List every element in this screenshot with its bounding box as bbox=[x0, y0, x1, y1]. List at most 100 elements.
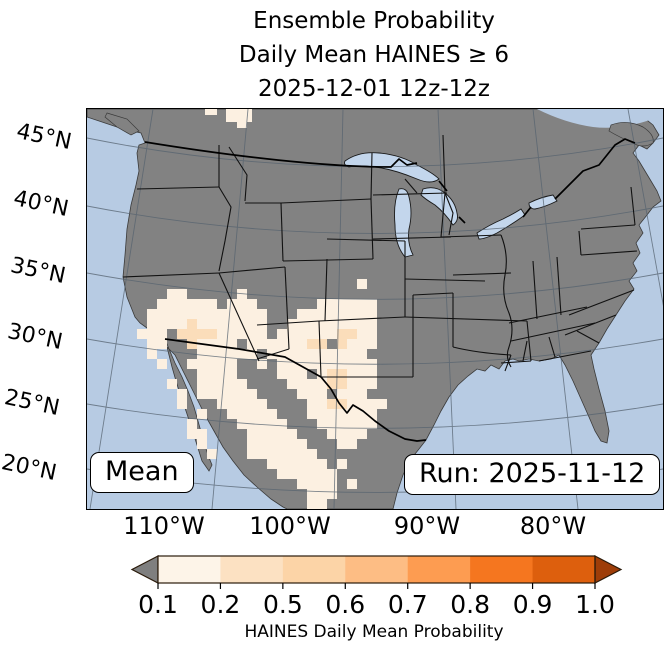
meridian-line bbox=[333, 109, 344, 509]
title-line-3: 2025-12-01 12z-12z bbox=[258, 76, 490, 102]
probability-cell bbox=[187, 429, 197, 439]
probability-cell bbox=[287, 379, 297, 389]
state-border-line bbox=[440, 234, 502, 238]
state-border-line bbox=[452, 272, 512, 276]
conus-map bbox=[87, 109, 663, 509]
state-border-line bbox=[580, 250, 638, 256]
lon-tick-label: 100°W bbox=[249, 512, 331, 540]
probability-cell bbox=[317, 299, 327, 309]
probability-cell bbox=[367, 409, 377, 419]
probability-cell bbox=[237, 379, 247, 389]
probability-cell bbox=[217, 379, 227, 389]
probability-cell bbox=[337, 459, 347, 469]
probability-cell bbox=[337, 329, 347, 339]
colorbar-tick-value: 0.9 bbox=[512, 590, 553, 619]
colorbar-segment bbox=[470, 556, 534, 583]
probability-cell bbox=[307, 389, 317, 399]
parallel-line bbox=[87, 272, 663, 300]
probability-cell bbox=[337, 419, 347, 429]
probability-cell bbox=[367, 399, 377, 409]
probability-cell bbox=[197, 299, 207, 309]
probability-cell bbox=[357, 379, 367, 389]
probability-cell bbox=[347, 409, 357, 419]
probability-cell bbox=[267, 449, 277, 459]
probability-cell bbox=[197, 319, 207, 329]
probability-cell bbox=[205, 109, 217, 115]
probability-cell bbox=[287, 369, 297, 379]
state-border-line bbox=[538, 350, 592, 362]
probability-cell bbox=[147, 339, 157, 349]
probability-cell bbox=[177, 299, 187, 309]
probability-cell bbox=[277, 349, 287, 359]
probability-field bbox=[137, 109, 387, 509]
probability-cell bbox=[367, 419, 377, 429]
probability-cell bbox=[357, 319, 367, 329]
probability-cell bbox=[217, 359, 227, 369]
probability-cell bbox=[357, 279, 367, 289]
probability-cell bbox=[277, 469, 287, 479]
probability-cell bbox=[197, 359, 207, 369]
probability-cell bbox=[357, 349, 367, 359]
probability-cell bbox=[297, 389, 307, 399]
probability-cell bbox=[327, 319, 337, 329]
probability-cell bbox=[317, 319, 327, 329]
probability-cell bbox=[327, 399, 337, 409]
colorbar-over-arrow bbox=[594, 555, 623, 584]
probability-cell bbox=[187, 419, 197, 429]
probability-cell bbox=[327, 429, 337, 439]
probability-cell bbox=[297, 459, 307, 469]
probability-cell bbox=[167, 289, 177, 299]
state-border-line bbox=[256, 348, 290, 360]
probability-cell bbox=[297, 469, 307, 479]
meridian-line bbox=[89, 109, 154, 509]
probability-cell bbox=[317, 459, 327, 469]
probability-cell bbox=[317, 409, 327, 419]
probability-cell bbox=[157, 309, 167, 319]
vancouver-island bbox=[104, 112, 140, 136]
state-border-line bbox=[136, 186, 220, 190]
probability-cell bbox=[147, 319, 157, 329]
probability-cell bbox=[307, 369, 317, 379]
probability-cell bbox=[257, 439, 267, 449]
probability-cell bbox=[277, 369, 287, 379]
state-border-line bbox=[548, 336, 556, 358]
probability-cell bbox=[167, 319, 177, 329]
probability-cell bbox=[347, 389, 357, 399]
probability-cell bbox=[257, 359, 267, 369]
probability-cell bbox=[337, 319, 347, 329]
lon-tick-label: 90°W bbox=[393, 512, 461, 540]
probability-cell bbox=[307, 399, 317, 409]
probability-cell bbox=[207, 309, 217, 319]
state-border-line bbox=[556, 256, 562, 316]
colorbar-segment bbox=[220, 556, 284, 583]
probability-cell bbox=[317, 349, 327, 359]
probability-cell bbox=[357, 389, 367, 399]
probability-cell bbox=[157, 329, 167, 339]
probability-cell bbox=[187, 299, 197, 309]
colorbar-tick-value: 0.2 bbox=[200, 590, 241, 619]
state-border-line bbox=[324, 258, 328, 322]
probability-cell bbox=[207, 339, 217, 349]
probability-cell bbox=[187, 339, 197, 349]
probability-cell bbox=[226, 109, 252, 122]
colorbar-tick-value: 1.0 bbox=[575, 590, 615, 619]
state-border-line bbox=[532, 260, 538, 320]
probability-cell bbox=[257, 399, 267, 409]
probability-cell bbox=[347, 419, 357, 429]
state-border-line bbox=[122, 272, 220, 278]
probability-cell bbox=[347, 479, 357, 489]
probability-cell bbox=[337, 389, 347, 399]
probability-cell bbox=[297, 349, 307, 359]
probability-cell bbox=[237, 389, 247, 399]
probability-cell bbox=[197, 379, 207, 389]
probability-cell bbox=[247, 309, 257, 319]
lake-michigan bbox=[394, 188, 414, 258]
state-border-line bbox=[372, 192, 448, 196]
probability-cell bbox=[307, 309, 317, 319]
probability-cell bbox=[217, 339, 227, 349]
probability-cell bbox=[197, 409, 207, 419]
probability-cell bbox=[207, 349, 217, 359]
probability-cell bbox=[277, 339, 287, 349]
probability-cell bbox=[147, 349, 157, 359]
probability-cell bbox=[307, 489, 317, 499]
